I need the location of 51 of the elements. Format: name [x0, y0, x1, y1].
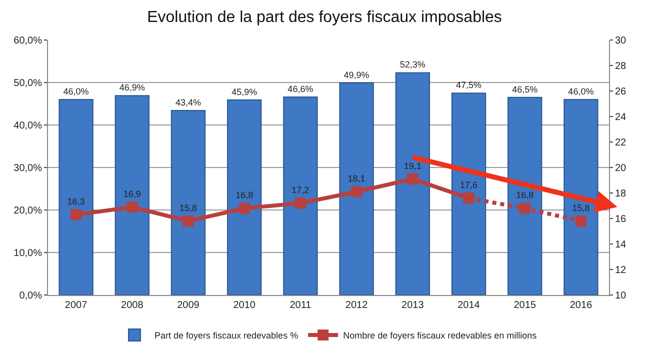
y-tick-label: 0,0% — [19, 290, 42, 302]
data-label: 46,9% — [119, 82, 145, 93]
y-tick-label: 10,0% — [14, 248, 42, 259]
y2-tick-label: 10 — [615, 290, 627, 302]
y2-tick-label: 18 — [615, 188, 627, 200]
y2-tick-label: 30 — [615, 36, 627, 46]
y2-tick-label: 12 — [615, 265, 627, 276]
chart-title: Evolution de la part des foyers fiscaux imposables — [147, 9, 502, 26]
data-label: 43,4% — [175, 98, 202, 108]
data-label: 15,8 — [572, 202, 590, 213]
data-label: 46,6% — [288, 84, 314, 94]
data-label: 52,3% — [400, 60, 426, 70]
data-label: 47,5% — [456, 80, 482, 90]
y2-tick-label: 26 — [615, 86, 627, 98]
y2-tick-label: 16 — [615, 214, 627, 225]
data-label: 17,2 — [292, 185, 310, 196]
x-tick-label: 2011 — [290, 300, 312, 311]
y2-tick-label: 24 — [615, 112, 627, 123]
y-tick-label: 50,0% — [14, 78, 42, 89]
data-label: 49,9% — [344, 70, 370, 80]
y2-tick-label: 20 — [615, 163, 627, 174]
y2-tick-label: 22 — [615, 138, 627, 148]
y2-tick-label: 28 — [615, 61, 627, 72]
data-label: 45,9% — [232, 86, 258, 97]
x-tick-label: 2014 — [458, 300, 480, 311]
x-tick-label: 2008 — [121, 300, 144, 311]
y-tick-label: 30,0% — [14, 163, 42, 174]
data-label: 19,1 — [404, 160, 422, 171]
data-label: 16,9 — [123, 188, 141, 199]
x-tick-label: 2013 — [402, 300, 424, 311]
y-tick-label: 40,0% — [14, 120, 42, 132]
x-tick-label: 2010 — [233, 300, 256, 311]
data-label: 18,1 — [348, 174, 366, 184]
x-tick-label: 2012 — [345, 300, 368, 311]
data-label: 46,0% — [63, 86, 89, 96]
x-tick-label: 2009 — [177, 300, 200, 311]
data-label: 16,3 — [67, 196, 85, 207]
legend-label: Nombre de foyers fiscaux redevables en millions — [343, 330, 538, 341]
data-label: 16,8 — [236, 190, 254, 200]
data-label: 46,5% — [512, 84, 538, 94]
y2-tick-label: 14 — [615, 240, 627, 250]
data-label: 16,8 — [516, 190, 534, 200]
data-label: 15,8 — [179, 202, 198, 213]
x-tick-label: 2016 — [570, 300, 593, 311]
x-tick-label: 2015 — [514, 300, 536, 311]
legend-label: Part de foyers fiscaux redevables % — [154, 330, 298, 341]
x-tick-label: 2007 — [64, 300, 88, 311]
y-tick-label: 60,0% — [14, 36, 42, 46]
data-label: 17,6 — [460, 180, 478, 190]
y-tick-label: 20,0% — [14, 206, 42, 216]
data-label: 46,0% — [568, 86, 594, 96]
